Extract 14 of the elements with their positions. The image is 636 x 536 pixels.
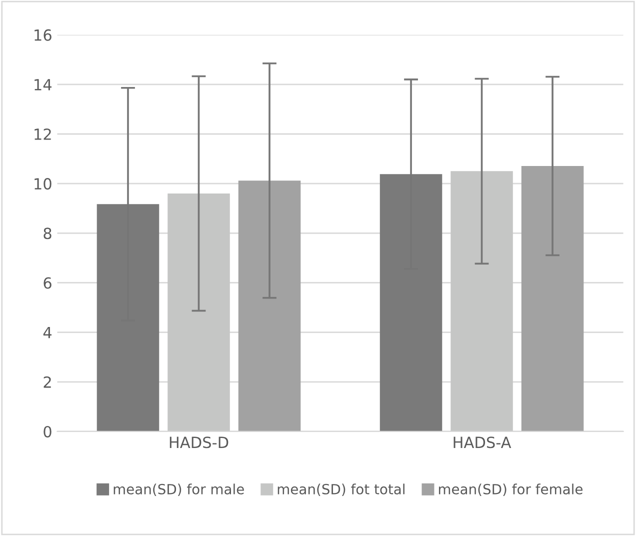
y-tick-label: 10 <box>34 178 52 190</box>
x-tick-label: HADS-A <box>454 436 512 448</box>
y-tick-label: 12 <box>34 128 51 140</box>
y-tick-label: 4 <box>43 326 52 338</box>
legend-label: mean(SD) for male <box>114 484 244 496</box>
y-tick-label: 16 <box>34 29 52 41</box>
x-tick-label: HADS-D <box>170 436 228 448</box>
y-tick-label: 6 <box>44 277 52 289</box>
y-tick-label: 0 <box>44 426 52 438</box>
y-tick-label: 8 <box>44 228 52 240</box>
legend-label: mean(SD) for female <box>438 484 583 496</box>
y-tick-label: 14 <box>34 79 52 90</box>
legend-label: mean(SD) fot total <box>278 484 404 496</box>
y-tick-label: 2 <box>44 376 51 388</box>
